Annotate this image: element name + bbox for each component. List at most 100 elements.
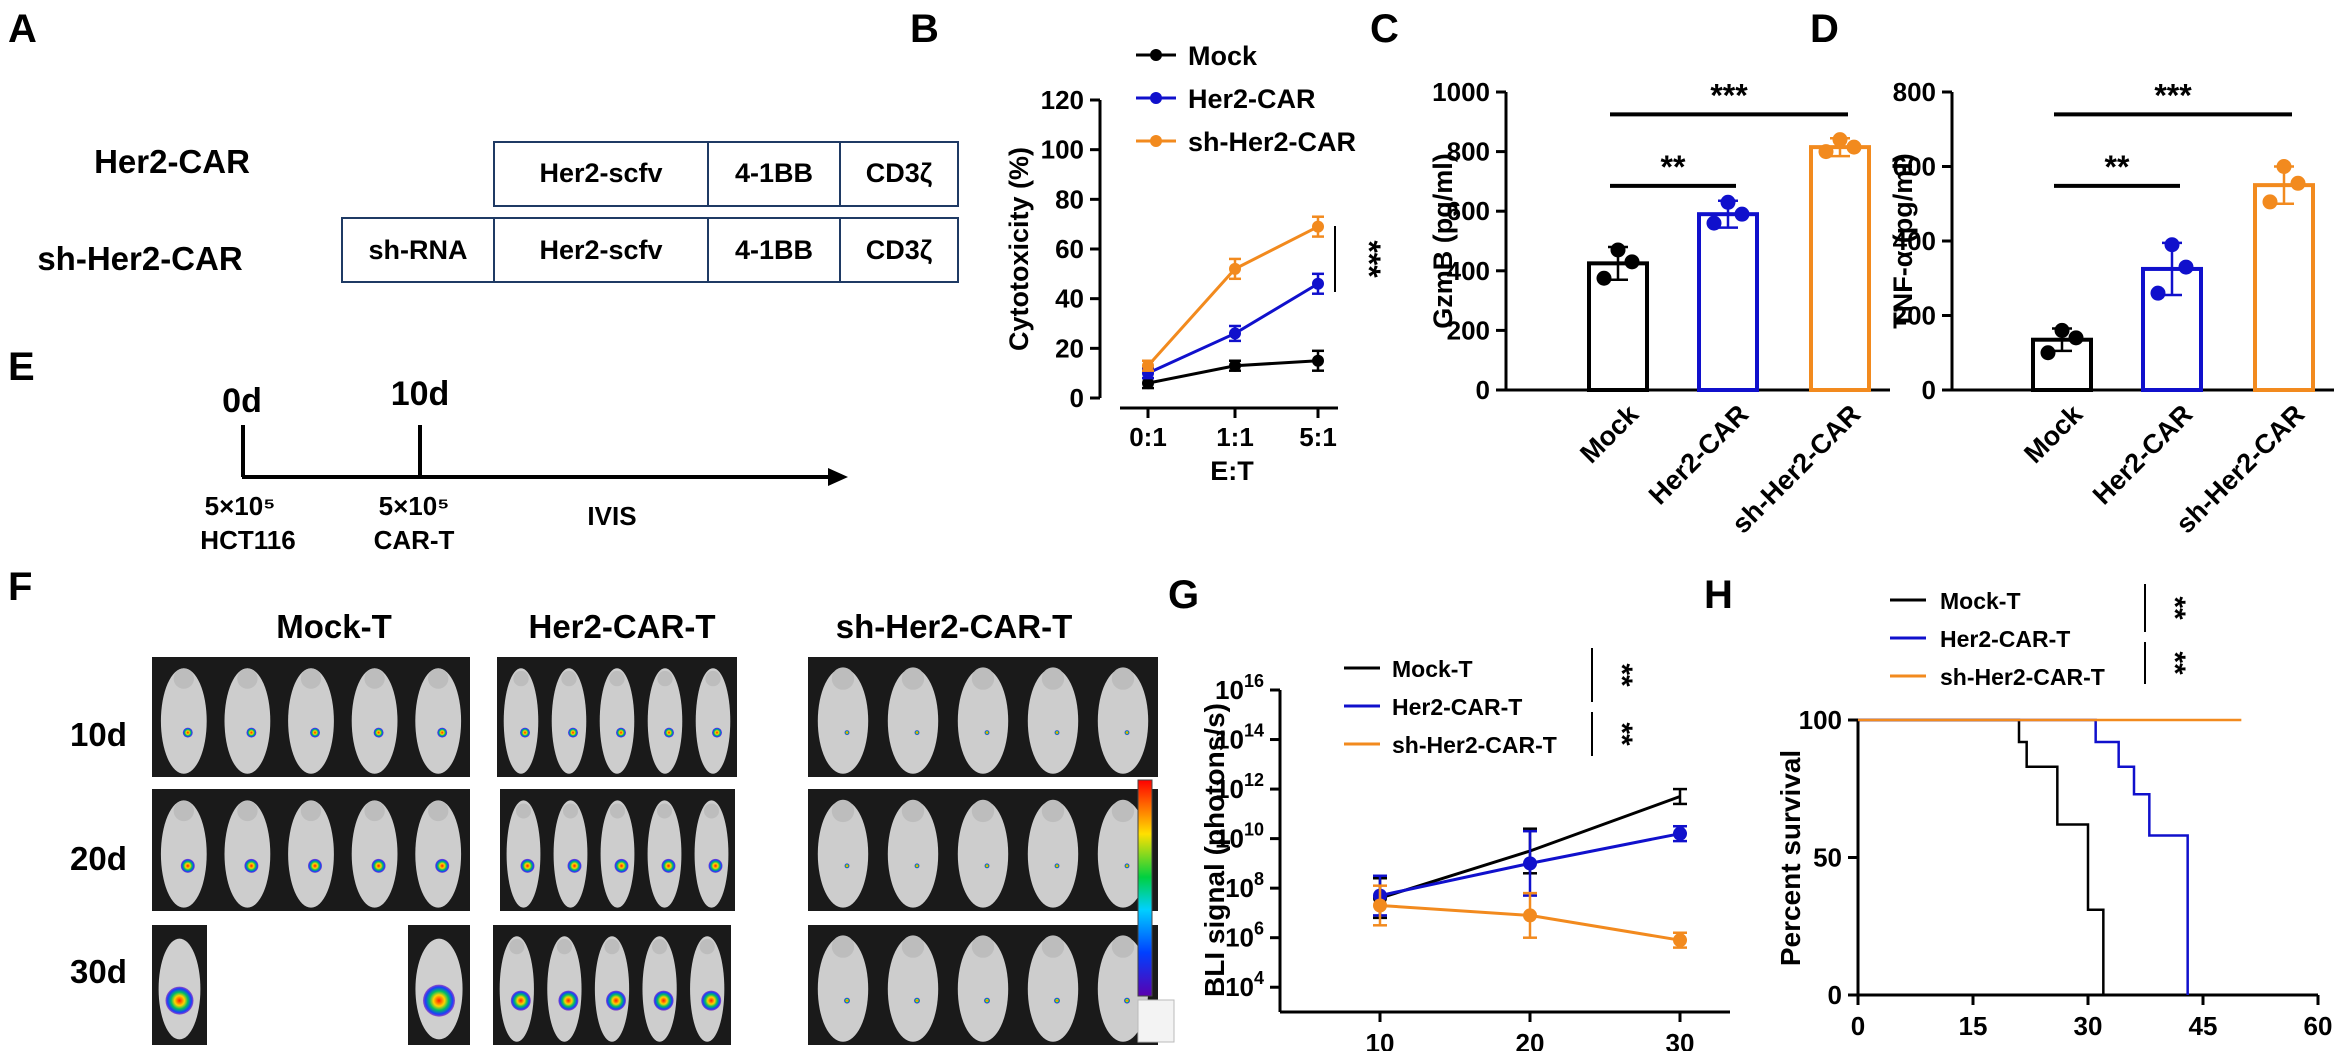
- mouse-head: [1111, 667, 1135, 690]
- mouse-head: [901, 935, 925, 958]
- x-tick-label: Mock: [1574, 398, 1645, 469]
- tumor-signal: [1124, 997, 1130, 1004]
- bar: [2253, 183, 2315, 392]
- day-label-20d: 20d: [70, 840, 127, 877]
- timeline-arrowhead: [828, 468, 848, 486]
- mouse-silhouette: [224, 668, 271, 774]
- construct-label: Her2-scfv: [539, 158, 662, 188]
- construct-label: sh-RNA: [369, 235, 468, 265]
- cell-car-t: CAR-T: [374, 525, 455, 555]
- y-tick-label: 80: [1055, 184, 1084, 214]
- mouse-head: [173, 668, 194, 689]
- mouse-head: [515, 803, 532, 819]
- mouse-head: [831, 667, 855, 690]
- replicate-point: [2068, 330, 2084, 346]
- mouse-head: [1041, 799, 1065, 823]
- mouse-head: [604, 938, 620, 955]
- legend-label: Her2-CAR-T: [1940, 626, 2070, 652]
- mouse-head: [237, 668, 258, 689]
- mouse-silhouette: [690, 936, 725, 1042]
- x-tick-label: 0:1: [1129, 422, 1167, 452]
- replicate-point: [2290, 175, 2306, 191]
- significance-label: **: [1605, 722, 1638, 746]
- data-point: [1229, 327, 1241, 340]
- y-tick-label: 0: [1922, 375, 1936, 405]
- mouse-head: [971, 935, 995, 958]
- tumor-signal: [437, 727, 448, 738]
- significance-label: **: [2105, 149, 2130, 185]
- ivis-image-grid: [152, 657, 1158, 1045]
- y-axis-title: Cytotoxicity (%): [1004, 147, 1034, 351]
- tumor-signal: [246, 727, 257, 738]
- tumor-signal: [423, 984, 455, 1017]
- tumor-signal: [182, 727, 193, 738]
- day-label-30d: 30d: [70, 953, 127, 990]
- mouse-head: [699, 938, 715, 955]
- x-tick-label: 0: [1851, 1011, 1865, 1041]
- group-label-sh-her2-car-t: sh-Her2-CAR-T: [836, 608, 1073, 645]
- mouse-silhouette: [817, 800, 869, 908]
- timepoint-0d: 0d: [222, 382, 262, 420]
- construct-label: CD3ζ: [866, 158, 933, 188]
- replicate-point: [2054, 322, 2070, 338]
- ivis-label: IVIS: [587, 501, 636, 531]
- tumor-signal: [1054, 863, 1060, 869]
- legend-label: sh-Her2-CAR: [1188, 127, 1356, 157]
- panel-letter: H: [1704, 573, 1733, 617]
- tumor-signal: [653, 990, 674, 1011]
- y-axis-title: TNF-α (pg/ml): [1888, 153, 1918, 329]
- y-tick-label: 104: [1225, 968, 1264, 1002]
- mouse-silhouette: [1097, 800, 1149, 908]
- tumor-signal: [844, 730, 850, 736]
- panel-letter: G: [1168, 573, 1199, 617]
- y-tick-label: 20: [1055, 333, 1084, 363]
- mouse-head: [513, 670, 529, 687]
- y-axis-title: Percent survival: [1775, 750, 1806, 966]
- legend-label: Mock-T: [1940, 588, 2021, 614]
- gzmb-bar-chart: 0 200 400 600 800 1000 GzmB (pg/ml) MockHer2-CA…: [1428, 77, 1890, 539]
- mouse-silhouette: [599, 668, 635, 774]
- legend-label: sh-Her2-CAR-T: [1940, 664, 2105, 690]
- mouse-silhouette: [415, 800, 462, 908]
- mouse-silhouette: [503, 668, 539, 774]
- tumor-signal: [914, 997, 920, 1004]
- tumor-signal: [1054, 997, 1060, 1004]
- construct-label: CD3ζ: [866, 235, 933, 265]
- mouse-head: [1041, 935, 1065, 958]
- y-axis-title: GzmB (pg/ml): [1428, 153, 1458, 329]
- data-point: [1142, 377, 1154, 390]
- mouse-silhouette: [647, 668, 683, 774]
- mouse-silhouette: [499, 936, 534, 1042]
- mouse-head: [651, 938, 668, 955]
- replicate-point: [1720, 194, 1736, 210]
- row-label-sh-her2-car: sh-Her2-CAR: [37, 240, 243, 277]
- tumor-signal: [844, 863, 850, 869]
- x-tick-label: Her2-CAR: [2087, 399, 2198, 510]
- x-axis-title: E:T: [1210, 456, 1254, 486]
- significance-label: **: [1605, 663, 1638, 687]
- construct-label: Her2-scfv: [539, 235, 662, 265]
- y-tick-label: 200: [1447, 315, 1490, 345]
- panel-b: B 0 20 40 60 80 100 120 Cytotoxicity (%) 0:1 1:1 5…: [910, 7, 1387, 486]
- tumor-signal: [520, 858, 535, 873]
- tumor-signal: [244, 858, 259, 873]
- y-tick-label: 600: [1447, 196, 1490, 226]
- mouse-silhouette: [817, 668, 869, 774]
- y-tick-label: 1016: [1215, 671, 1264, 705]
- data-point: [1229, 262, 1241, 275]
- data-point: [1312, 354, 1324, 367]
- mouse-head: [831, 935, 855, 958]
- tumor-signal: [664, 727, 674, 738]
- tumor-signal: [984, 863, 990, 869]
- tumor-signal: [984, 997, 990, 1004]
- mouse-head: [609, 803, 626, 819]
- replicate-point: [2262, 194, 2278, 210]
- x-tick-label: 60: [2304, 1011, 2333, 1041]
- legend-marker: [1150, 135, 1162, 147]
- y-tick-label: 200: [1893, 301, 1936, 331]
- replicate-point: [1832, 132, 1848, 148]
- significance-label: **: [1661, 149, 1686, 185]
- cytotoxicity-line-chart: 0 20 40 60 80 100 120 Cytotoxicity (%) 0:1 1:1 5:1…: [1004, 41, 1387, 486]
- mouse-head: [609, 670, 625, 687]
